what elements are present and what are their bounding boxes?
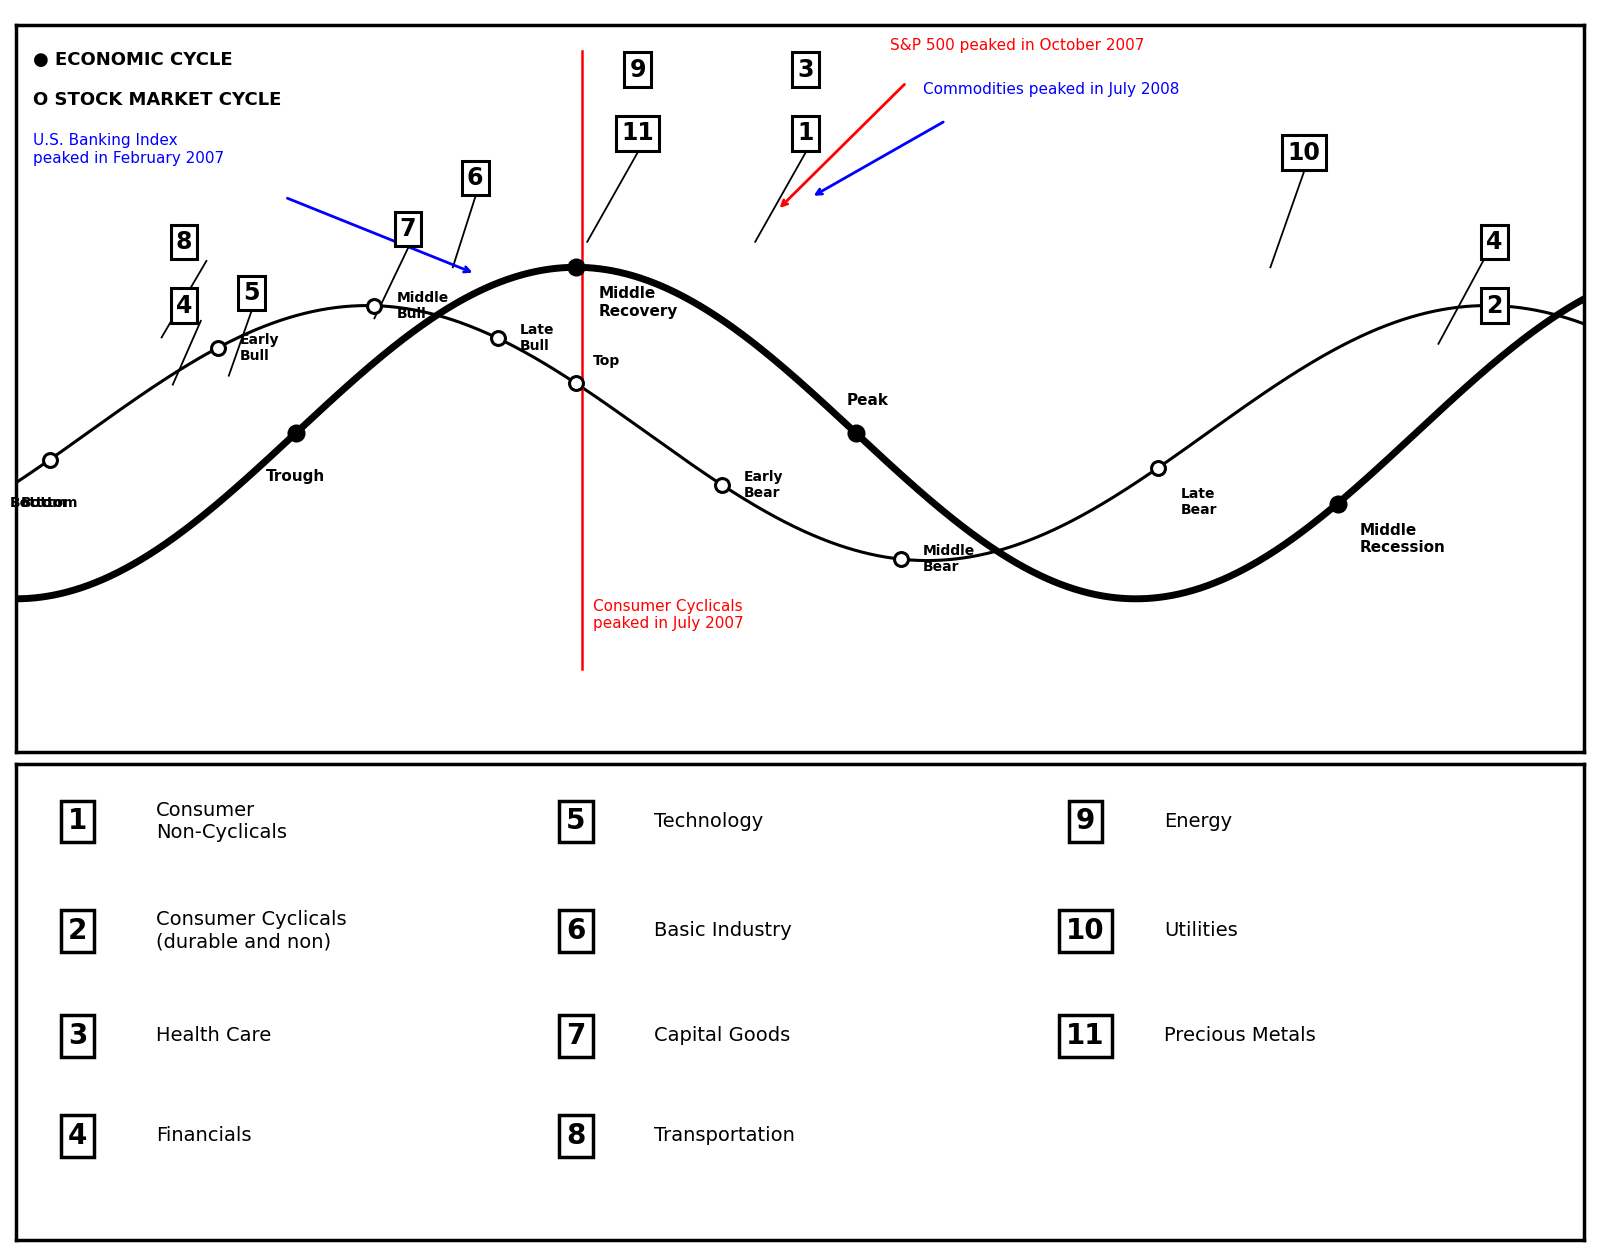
Text: Health Care: Health Care [157, 1026, 272, 1045]
Text: Bottom: Bottom [10, 495, 67, 510]
Text: ● ECONOMIC CYCLE: ● ECONOMIC CYCLE [32, 50, 232, 69]
Text: 10: 10 [1066, 917, 1106, 945]
Text: Middle
Recovery: Middle Recovery [598, 287, 678, 318]
Text: Precious Metals: Precious Metals [1165, 1026, 1315, 1045]
Text: Bottom: Bottom [21, 495, 78, 510]
Text: O STOCK MARKET CYCLE: O STOCK MARKET CYCLE [32, 91, 282, 109]
Text: U.S. Banking Index
peaked in February 2007: U.S. Banking Index peaked in February 20… [32, 133, 224, 165]
Text: 5: 5 [566, 807, 586, 836]
Text: Middle
Bull: Middle Bull [397, 291, 450, 321]
Text: 11: 11 [1066, 1021, 1106, 1050]
Text: 7: 7 [566, 1021, 586, 1050]
Text: 2: 2 [67, 917, 88, 945]
Text: 1: 1 [67, 807, 88, 836]
Text: 3: 3 [67, 1021, 88, 1050]
Text: Middle
Recession: Middle Recession [1360, 523, 1446, 555]
Text: 1: 1 [797, 122, 814, 145]
Text: 8: 8 [176, 229, 192, 254]
Text: Middle
Bear: Middle Bear [923, 544, 976, 574]
Text: Capital Goods: Capital Goods [654, 1026, 790, 1045]
Text: 9: 9 [1075, 807, 1096, 836]
Text: Consumer Cyclicals
peaked in July 2007: Consumer Cyclicals peaked in July 2007 [594, 599, 744, 632]
Text: Trough: Trough [266, 469, 326, 484]
Text: Commodities peaked in July 2008: Commodities peaked in July 2008 [923, 83, 1179, 98]
Text: Transportation: Transportation [654, 1126, 795, 1145]
Text: Early
Bear: Early Bear [744, 470, 784, 500]
Text: 2: 2 [1486, 293, 1502, 317]
Text: 4: 4 [67, 1121, 88, 1150]
Text: Consumer
Non-Cyclicals: Consumer Non-Cyclicals [157, 801, 286, 842]
Text: Basic Industry: Basic Industry [654, 921, 792, 941]
Text: Energy: Energy [1165, 812, 1232, 831]
Text: 7: 7 [400, 217, 416, 241]
Text: Late
Bull: Late Bull [520, 323, 555, 353]
Text: 4: 4 [1486, 229, 1502, 254]
Text: Consumer Cyclicals
(durable and non): Consumer Cyclicals (durable and non) [157, 911, 347, 951]
Text: 11: 11 [621, 122, 654, 145]
Text: Top: Top [594, 355, 621, 368]
Text: Peak: Peak [846, 392, 888, 407]
Text: 6: 6 [467, 167, 483, 190]
Text: S&P 500 peaked in October 2007: S&P 500 peaked in October 2007 [890, 38, 1144, 53]
Text: Technology: Technology [654, 812, 763, 831]
Text: 3: 3 [797, 58, 814, 81]
Text: 9: 9 [629, 58, 646, 81]
Text: 10: 10 [1288, 140, 1320, 164]
Text: 4: 4 [176, 293, 192, 317]
Text: Late
Bear: Late Bear [1181, 486, 1218, 517]
Text: Utilities: Utilities [1165, 921, 1238, 941]
Text: 6: 6 [566, 917, 586, 945]
Text: Early
Bull: Early Bull [240, 333, 280, 363]
Text: 8: 8 [566, 1121, 586, 1150]
Text: 5: 5 [243, 281, 259, 304]
Text: Financials: Financials [157, 1126, 251, 1145]
